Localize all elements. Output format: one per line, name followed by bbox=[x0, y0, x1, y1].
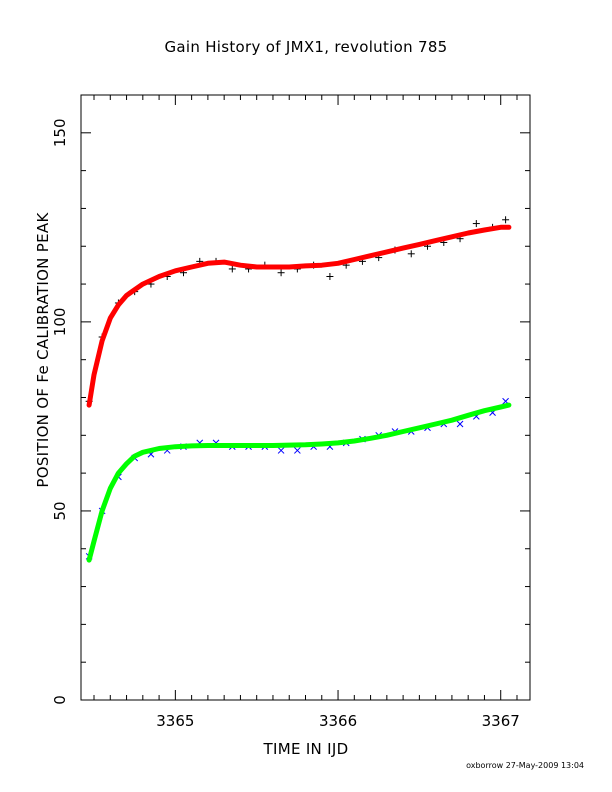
x-tick-label: 3367 bbox=[482, 712, 520, 730]
series-0-point bbox=[502, 216, 510, 224]
series-3-fit-line bbox=[86, 402, 512, 563]
series-2-point bbox=[456, 420, 464, 428]
credit-footer: oxborrow 27-May-2009 13:04 bbox=[466, 761, 584, 770]
series-0-point bbox=[326, 273, 334, 280]
x-axis-label: TIME IN IJD bbox=[263, 740, 349, 758]
x-tick-label: 3366 bbox=[319, 712, 357, 730]
axis-ticks bbox=[81, 94, 530, 701]
y-tick-label: 100 bbox=[51, 308, 69, 337]
y-tick-label: 50 bbox=[51, 501, 69, 520]
series-2-point bbox=[277, 447, 285, 454]
series-0-point bbox=[407, 250, 415, 258]
y-tick-label: 0 bbox=[51, 695, 69, 705]
series-0-point bbox=[472, 220, 480, 228]
series-2-point bbox=[294, 447, 301, 454]
plot-frame bbox=[80, 94, 531, 701]
y-axis-label: POSITION OF Fe CALIBRATION PEAK bbox=[34, 212, 52, 488]
series-0-point bbox=[277, 269, 285, 277]
series-1-fit-line bbox=[86, 224, 512, 408]
axis-tick-labels: 3365 3366 3367 0 50 100 150 bbox=[51, 118, 520, 730]
y-tick-label: 150 bbox=[51, 118, 69, 147]
x-tick-label: 3365 bbox=[156, 712, 194, 730]
data-series bbox=[85, 216, 512, 563]
chart-title: Gain History of JMX1, revolution 785 bbox=[164, 38, 448, 56]
series-0-point bbox=[228, 265, 236, 273]
